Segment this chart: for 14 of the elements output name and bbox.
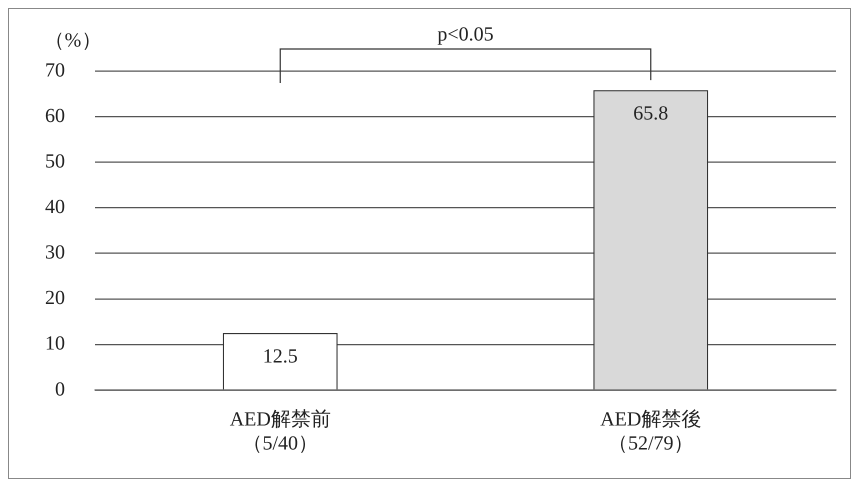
data-label: 12.5 xyxy=(262,345,298,368)
y-tick-label: 0 xyxy=(55,378,65,400)
y-axis-title: （%） xyxy=(44,29,102,52)
y-tick-label: 20 xyxy=(45,287,65,310)
y-tick-label: 60 xyxy=(45,104,65,127)
y-tick-label: 70 xyxy=(45,59,65,82)
x-tick-label: AED解禁後（52/79） xyxy=(600,408,702,454)
y-tick-label: 10 xyxy=(45,332,65,355)
text: p<0.05 xyxy=(437,23,494,46)
y-tick-label: 40 xyxy=(45,196,65,218)
y-tick-label: 50 xyxy=(45,150,65,172)
y-tick-label: 30 xyxy=(45,242,65,264)
x-tick-label: AED解禁前（5/40） xyxy=(230,408,331,454)
data-label: 65.8 xyxy=(633,102,668,124)
